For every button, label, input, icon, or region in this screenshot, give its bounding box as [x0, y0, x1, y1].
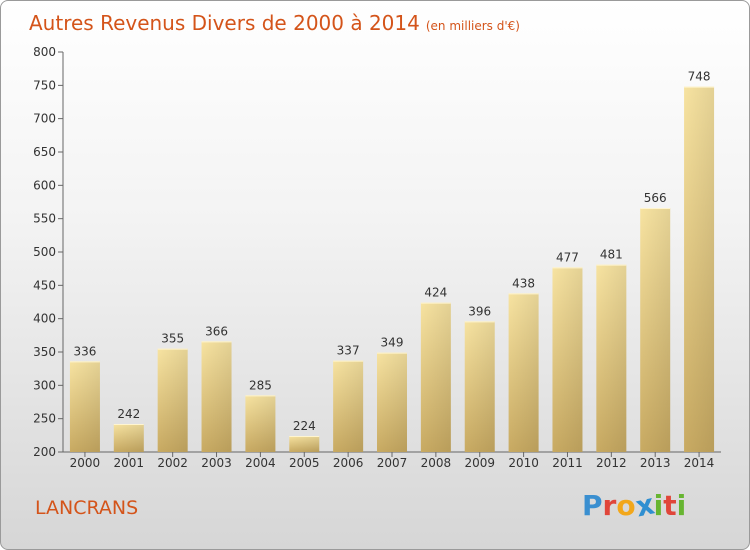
bar-shade: [640, 208, 671, 452]
data-label: 336: [73, 344, 96, 358]
logo-letter: t: [663, 489, 677, 522]
bar-shade: [245, 395, 276, 452]
bar-shade: [377, 352, 407, 452]
data-labels: 336 242 355 366 285 224 337 349 424 396 438 477 481 5…: [73, 70, 710, 433]
data-label: 349: [381, 336, 404, 350]
bar-shade: [508, 293, 539, 452]
logo-letter: i: [676, 489, 687, 522]
x-tick-label: 2003: [201, 456, 232, 470]
y-tick-label: 800: [33, 45, 56, 59]
x-tick-label: 2000: [70, 456, 101, 470]
x-tick-label: 2014: [684, 456, 715, 470]
bar-shade: [289, 436, 320, 452]
y-tick-label: 650: [33, 145, 56, 159]
data-label: 424: [424, 286, 447, 300]
y-tick-label: 700: [33, 112, 56, 126]
y-tick-label: 350: [33, 345, 56, 359]
data-label: 366: [205, 324, 228, 338]
data-label: 242: [117, 407, 140, 421]
data-label: 438: [512, 276, 535, 290]
logo-letter: i: [653, 489, 664, 522]
bar-shade: [201, 341, 232, 452]
bar-shade: [596, 264, 627, 452]
x-tick-label: 2008: [421, 456, 452, 470]
data-label: 285: [249, 378, 272, 392]
x-tick-label: 2011: [552, 456, 583, 470]
data-label: 337: [337, 344, 360, 358]
logo-letter: o: [616, 489, 636, 522]
data-label: 481: [600, 248, 623, 262]
bar-shade: [157, 348, 188, 452]
y-tick-label: 200: [33, 445, 56, 459]
proxiti-logo: Proxiti: [582, 487, 687, 523]
bar-shade: [333, 360, 364, 452]
x-tick-label: 2007: [377, 456, 408, 470]
bar-shade: [69, 361, 100, 452]
bar-shade: [552, 267, 583, 452]
logo-letter: r: [602, 489, 617, 522]
data-label: 566: [644, 191, 667, 205]
bar-shade: [420, 302, 451, 452]
bars: [69, 86, 715, 453]
y-tick-label: 750: [33, 78, 56, 92]
logo-letter: P: [582, 489, 603, 522]
data-label: 477: [556, 250, 579, 264]
bar-shade: [684, 86, 715, 453]
data-label: 224: [293, 419, 316, 433]
x-tick-label: 2013: [640, 456, 671, 470]
data-label: 748: [688, 70, 711, 84]
title-text: Autres Revenus Divers de 2000 à 2014: [29, 11, 420, 35]
x-tick-label: 2010: [508, 456, 539, 470]
data-label: 396: [468, 304, 491, 318]
x-tick-label: 2006: [333, 456, 364, 470]
x-tick-label: 2012: [596, 456, 627, 470]
y-tick-label: 550: [33, 212, 56, 226]
data-label: 355: [161, 332, 184, 346]
y-tick-label: 500: [33, 245, 56, 259]
y-tick-label: 400: [33, 312, 56, 326]
y-tick-label: 450: [33, 278, 56, 292]
x-tick-label: 2004: [245, 456, 276, 470]
y-tick-label: 600: [33, 178, 56, 192]
y-tick-label: 250: [33, 412, 56, 426]
axes: 200 250 300 350 400 450 500 550 600 650 700 750 800 2…: [33, 45, 721, 470]
title-unit: (en milliers d'€): [425, 19, 520, 33]
x-tick-label: 2002: [157, 456, 188, 470]
y-tick-label: 300: [33, 378, 56, 392]
x-tick-label: 2005: [289, 456, 320, 470]
bar-shade: [113, 424, 144, 452]
x-tick-label: 2001: [114, 456, 145, 470]
bar-shade: [464, 321, 495, 452]
commune-name: LANCRANS: [35, 497, 139, 519]
x-tick-label: 2009: [464, 456, 495, 470]
chart-title: Autres Revenus Divers de 2000 à 2014 (en …: [29, 11, 520, 35]
